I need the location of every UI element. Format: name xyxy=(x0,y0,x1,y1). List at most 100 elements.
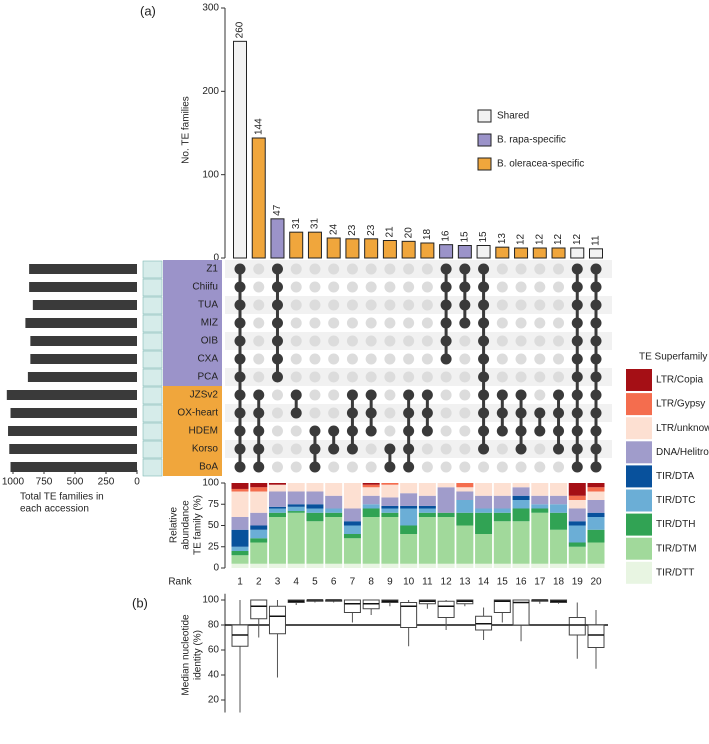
value-label: 20 xyxy=(403,227,414,239)
y-tick-label: 80 xyxy=(208,620,220,631)
matrix-dot xyxy=(534,461,546,473)
matrix-dot xyxy=(253,263,265,275)
matrix-dot xyxy=(328,461,340,473)
plant-icon xyxy=(142,332,163,351)
legend-swatch xyxy=(626,465,652,488)
set-label-box xyxy=(163,368,222,386)
matrix-dot xyxy=(234,281,246,293)
set-label: Chiifu xyxy=(192,282,218,293)
stack-segment xyxy=(400,525,418,534)
legend-swatch xyxy=(626,417,652,440)
matrix-dot xyxy=(515,263,527,275)
stack-segment xyxy=(437,517,455,564)
bar xyxy=(9,444,138,454)
stack-segment xyxy=(325,517,343,564)
stack-segment xyxy=(231,491,249,517)
x-tick-label: 5 xyxy=(312,577,318,588)
matrix-dot xyxy=(571,407,583,419)
plant-icon xyxy=(142,278,163,297)
matrix-dot xyxy=(478,263,490,275)
stack-segment xyxy=(362,487,380,496)
stack-segment xyxy=(400,563,418,568)
bar xyxy=(439,244,454,259)
x-tick-label: 750 xyxy=(36,477,53,488)
y-tick-label: 50 xyxy=(208,520,220,531)
stack-segment xyxy=(437,487,455,513)
matrix-dot xyxy=(271,317,283,329)
box xyxy=(250,599,268,620)
matrix-dot xyxy=(346,407,358,419)
matrix-dot xyxy=(459,281,471,293)
x-tick-label: 14 xyxy=(478,577,490,588)
matrix-dot xyxy=(553,281,565,293)
legend-label: TIR/DTH xyxy=(656,519,695,530)
matrix-dot xyxy=(421,263,433,275)
matrix-dot xyxy=(440,317,452,329)
value-label: 15 xyxy=(459,231,470,243)
matrix-dot xyxy=(403,425,415,437)
bar xyxy=(251,137,266,259)
stack-segment xyxy=(568,563,586,568)
set-label-box xyxy=(163,260,222,278)
y-tick-label: 300 xyxy=(202,3,219,14)
x-tick-label: 8 xyxy=(368,577,374,588)
y-axis-label: identity (%) xyxy=(193,630,204,680)
matrix-dot xyxy=(571,425,583,437)
legend-swatch xyxy=(477,109,492,123)
plant-icon xyxy=(142,368,163,387)
stack-segment xyxy=(250,487,268,492)
matrix-dot xyxy=(571,461,583,473)
matrix-dot xyxy=(309,443,321,455)
set-label: BoA xyxy=(199,462,218,473)
matrix-dot xyxy=(496,443,508,455)
stack-segment xyxy=(231,546,249,551)
x-tick-label: 13 xyxy=(459,577,471,588)
stack-segment xyxy=(568,500,586,509)
bar xyxy=(476,245,491,259)
matrix-dot xyxy=(496,263,508,275)
matrix-stripe xyxy=(225,404,612,422)
value-label: 31 xyxy=(291,218,302,230)
matrix-dot xyxy=(253,443,265,455)
y-tick-label: 25 xyxy=(208,541,220,552)
matrix-dot xyxy=(590,389,602,401)
stack-segment xyxy=(418,508,436,513)
value-label: 144 xyxy=(253,118,264,135)
matrix-stripe xyxy=(225,368,612,386)
set-label-box xyxy=(163,278,222,296)
matrix-dot xyxy=(346,281,358,293)
legend-label: TIR/DTC xyxy=(656,495,695,506)
matrix-dot xyxy=(421,317,433,329)
x-tick-label: 500 xyxy=(67,477,84,488)
x-tick-label: 1000 xyxy=(2,477,25,488)
stack-segment xyxy=(287,504,305,507)
matrix-dot xyxy=(496,335,508,347)
set-label-box xyxy=(163,314,222,332)
matrix-dot xyxy=(271,353,283,365)
stack-segment xyxy=(531,563,549,568)
stack-segment xyxy=(475,483,493,496)
y-axis-label: TE family (%) xyxy=(193,495,204,555)
matrix-dot xyxy=(534,317,546,329)
stack-segment xyxy=(456,483,474,488)
matrix-dot xyxy=(365,281,377,293)
x-tick-label: 10 xyxy=(403,577,415,588)
stack-segment xyxy=(568,525,586,543)
stack-segment xyxy=(362,508,380,517)
matrix-dot xyxy=(553,407,565,419)
stack-segment xyxy=(287,512,305,564)
x-axis-label: Total TE families in xyxy=(20,492,104,503)
matrix-dot xyxy=(365,443,377,455)
stack-segment xyxy=(362,563,380,568)
matrix-dot xyxy=(440,371,452,383)
matrix-dot xyxy=(234,263,246,275)
plant-icon xyxy=(142,260,163,279)
stack-segment xyxy=(587,517,605,530)
stack-segment xyxy=(587,491,605,500)
matrix-dot xyxy=(421,389,433,401)
plant-icon xyxy=(142,458,163,477)
bar xyxy=(532,247,547,259)
matrix-dot xyxy=(403,335,415,347)
matrix-dot xyxy=(403,263,415,275)
matrix-dot xyxy=(346,425,358,437)
